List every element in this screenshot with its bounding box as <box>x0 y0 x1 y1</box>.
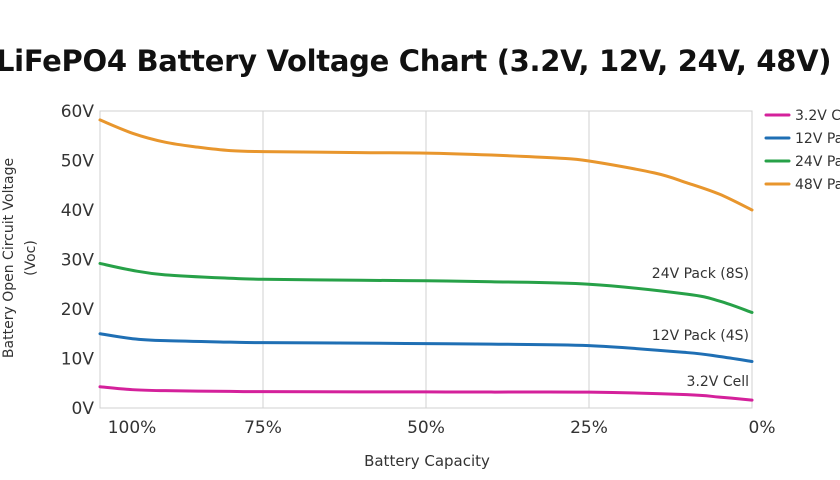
y-tick-label: 20V <box>61 300 95 320</box>
x-tick-label: 100% <box>108 418 157 438</box>
legend-label-24v-pack: 24V Pa <box>795 154 840 170</box>
x-tick-label: 25% <box>570 418 608 438</box>
series-line-48v-pack <box>98 118 754 212</box>
annotation-3-2v-cell: 3.2V Cell <box>687 374 749 390</box>
y-tick-label: 60V <box>61 102 95 122</box>
x-tick-label: 50% <box>407 418 445 438</box>
x-tick-label: 75% <box>244 418 282 438</box>
x-axis-label: Battery Capacity <box>364 452 490 470</box>
chart-title: LiFePO4 Battery Voltage Chart (3.2V, 12V… <box>0 44 832 78</box>
series-line-12v-pack <box>98 332 754 363</box>
annotation-24v-pack: 24V Pack (8S) <box>652 266 749 282</box>
x-tick-label: 0% <box>749 418 776 438</box>
legend-label-3-2v-cell: 3.2V Ce <box>795 108 840 124</box>
series-line-24v-pack <box>98 261 754 314</box>
y-tick-label: 40V <box>61 201 95 221</box>
y-tick-label: 10V <box>61 350 95 370</box>
annotation-12v-pack: 12V Pack (4S) <box>652 328 749 344</box>
legend-label-48v-pack: 48V Pa <box>795 177 840 193</box>
y-tick-label: 30V <box>61 251 95 271</box>
legend-label-12v-pack: 12V Pa <box>795 131 840 147</box>
series-line-3-2v-cell <box>98 385 754 402</box>
y-tick-label: 0V <box>72 399 95 419</box>
y-tick-label: 50V <box>61 152 95 172</box>
